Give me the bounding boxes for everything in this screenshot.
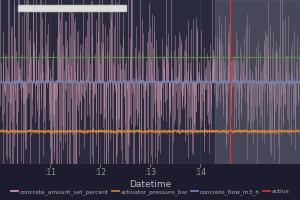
X-axis label: Datetime: Datetime: [129, 180, 171, 189]
Bar: [18, 5, 126, 11]
Bar: [215, 0, 300, 164]
Legend: concrete_amount_set_percent, activator_pressure_bar, concrete_flow_m3_h, activa: concrete_amount_set_percent, activator_p…: [8, 187, 292, 197]
